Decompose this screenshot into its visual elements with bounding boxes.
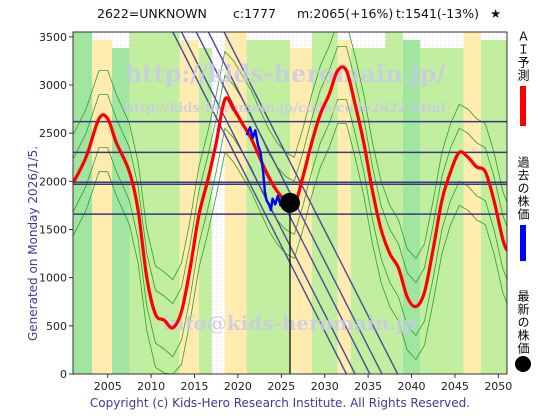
background-band — [224, 32, 247, 374]
generated-date-note: Generated on Monday 2026/1/5. — [26, 96, 40, 341]
background-band — [73, 32, 93, 374]
x-tick-label: 2005 — [94, 380, 122, 393]
x-tick-label: 2025 — [267, 380, 295, 393]
chart-header: 2622=UNKNOWN c:1777 m:2065(+16%) t:1541(… — [0, 6, 560, 24]
background-band — [311, 32, 338, 374]
stock-code: 2622=UNKNOWN — [97, 6, 207, 21]
background-band — [350, 48, 386, 374]
mid-target: m:2065(+16%) — [297, 6, 394, 21]
legend-past-label: 過去の株価 — [516, 156, 530, 221]
x-tick-label: 2045 — [441, 380, 469, 393]
plot-frame — [72, 31, 508, 375]
x-tick-label: 2030 — [311, 380, 339, 393]
x-tick-label: 2035 — [354, 380, 382, 393]
x-axis: 2005 2010 2015 2020 2025 2030 2035 2040 2045 2050 — [94, 374, 512, 393]
legend-latest-swatch — [515, 356, 531, 372]
background-band — [92, 40, 113, 374]
background-band — [402, 40, 421, 374]
y-tick-label: 500 — [46, 320, 67, 333]
y-tick-label: 0 — [60, 368, 67, 381]
y-tick-label: 2000 — [39, 175, 67, 188]
watermark-text: http://kids-heromain.jp/ — [125, 59, 445, 88]
x-tick-label: 2020 — [224, 380, 252, 393]
legend-past-swatch — [520, 225, 526, 261]
y-tick-label: 3000 — [39, 79, 67, 92]
background-band — [385, 32, 403, 374]
background-band — [420, 48, 464, 374]
x-tick-label: 2050 — [484, 380, 512, 393]
envelope-line — [73, 123, 507, 374]
y-tick-label: 1500 — [39, 223, 67, 236]
legend-ai-label: ＡＩ予測 — [516, 30, 530, 82]
legend-latest-label: 最新の株価 — [516, 290, 530, 355]
y-tick-label: 1000 — [39, 272, 67, 285]
y-tick-label: 2500 — [39, 127, 67, 140]
y-tick-label: 3500 — [39, 31, 67, 44]
y-axis: 0 500 1000 1500 2000 2500 3000 3500 — [39, 31, 73, 381]
background-band — [290, 48, 312, 374]
x-tick-label: 2040 — [398, 380, 426, 393]
channel-line — [223, 32, 399, 374]
background-band — [463, 32, 481, 374]
envelope-line — [73, 99, 507, 358]
watermark-text: http://kids-heromain.jp/code/code2622.ht… — [125, 101, 446, 116]
star-icon: ★ — [490, 6, 502, 21]
current-price: c:1777 — [233, 6, 276, 21]
price-target: t:1541(-13%) — [396, 6, 479, 21]
x-tick-label: 2015 — [181, 380, 209, 393]
generated-date-text: Generated on Monday 2026/1/5. — [26, 145, 40, 341]
copyright-text: Copyright (c) Kids-Hero Research Institu… — [89, 396, 471, 410]
envelope-line — [73, 32, 507, 281]
x-tick-label: 2010 — [137, 380, 165, 393]
background-band — [112, 48, 130, 374]
background-band — [480, 40, 507, 374]
channel-line — [172, 32, 348, 374]
latest-price-marker — [280, 192, 300, 213]
series-ai-line — [73, 65, 507, 330]
legend-ai-swatch — [520, 86, 526, 126]
